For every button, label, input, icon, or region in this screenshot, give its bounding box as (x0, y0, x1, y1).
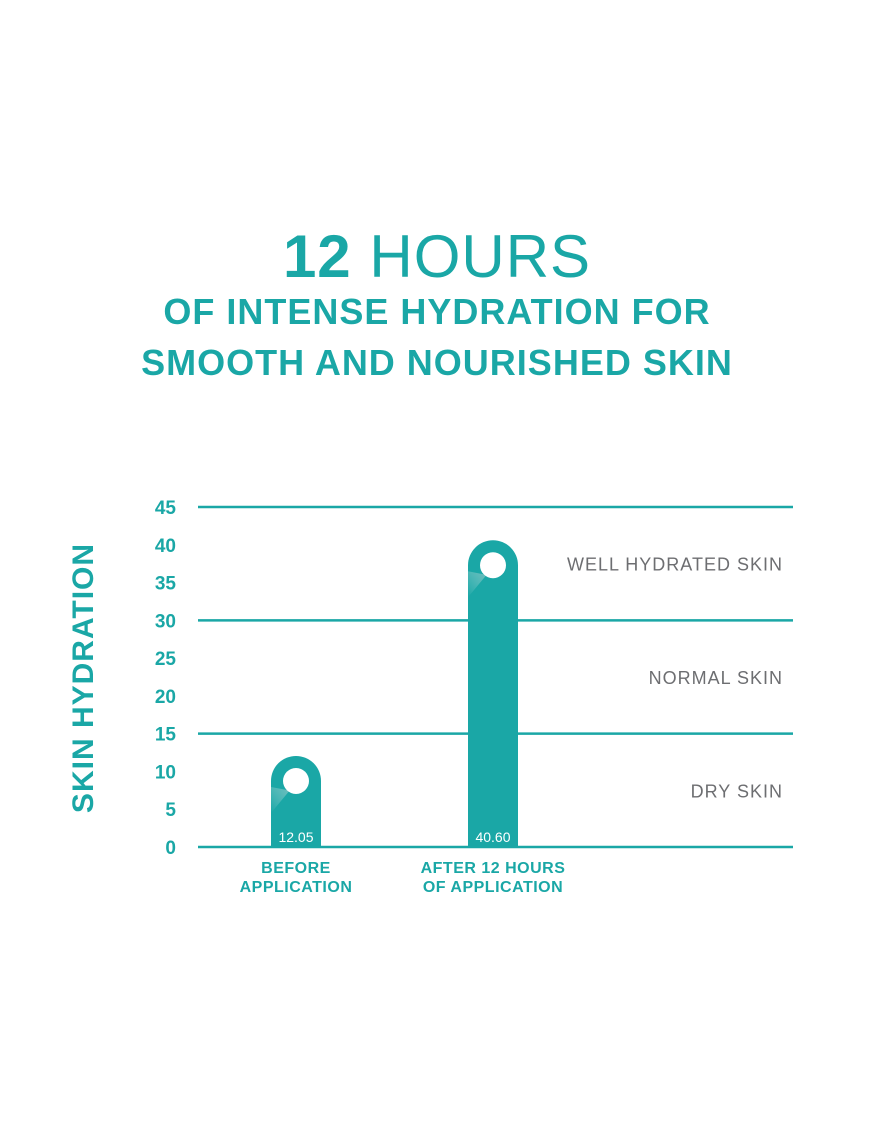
y-tick-label: 0 (165, 838, 176, 859)
subtitle-line-1: OF INTENSE HYDRATION FOR (163, 291, 711, 332)
bar-dot (480, 552, 506, 579)
y-tick-label: 15 (155, 725, 177, 746)
bar-dot-shadow (271, 771, 306, 813)
x-category-label: AFTER 12 HOURS (421, 860, 566, 877)
subtitle-line-2: SMOOTH AND NOURISHED SKIN (141, 342, 733, 383)
title-word: HOURS (369, 223, 592, 290)
zone-label: NORMAL SKIN (649, 668, 783, 688)
y-tick-label: 25 (155, 649, 177, 670)
x-category-label: BEFORE (261, 860, 331, 877)
bar (467, 540, 518, 847)
x-category-label: APPLICATION (240, 879, 353, 896)
bar-value-label: 40.60 (475, 829, 510, 845)
y-tick-label: 40 (155, 536, 176, 557)
y-tick-label: 5 (165, 800, 176, 821)
chart-title: 12 HOURS (0, 222, 874, 292)
zone-label: WELL HYDRATED SKIN (567, 555, 783, 575)
title-number: 12 (282, 223, 352, 290)
bar-value-label: 12.05 (278, 829, 313, 845)
y-tick-label: 20 (155, 687, 176, 708)
y-tick-label: 30 (155, 611, 176, 632)
y-tick-label: 35 (155, 574, 177, 595)
x-category-label: OF APPLICATION (423, 879, 563, 896)
bar-dot (283, 767, 309, 794)
zone-label: DRY SKIN (691, 781, 783, 801)
y-tick-label: 45 (155, 498, 177, 519)
y-tick-label: 10 (155, 762, 176, 783)
